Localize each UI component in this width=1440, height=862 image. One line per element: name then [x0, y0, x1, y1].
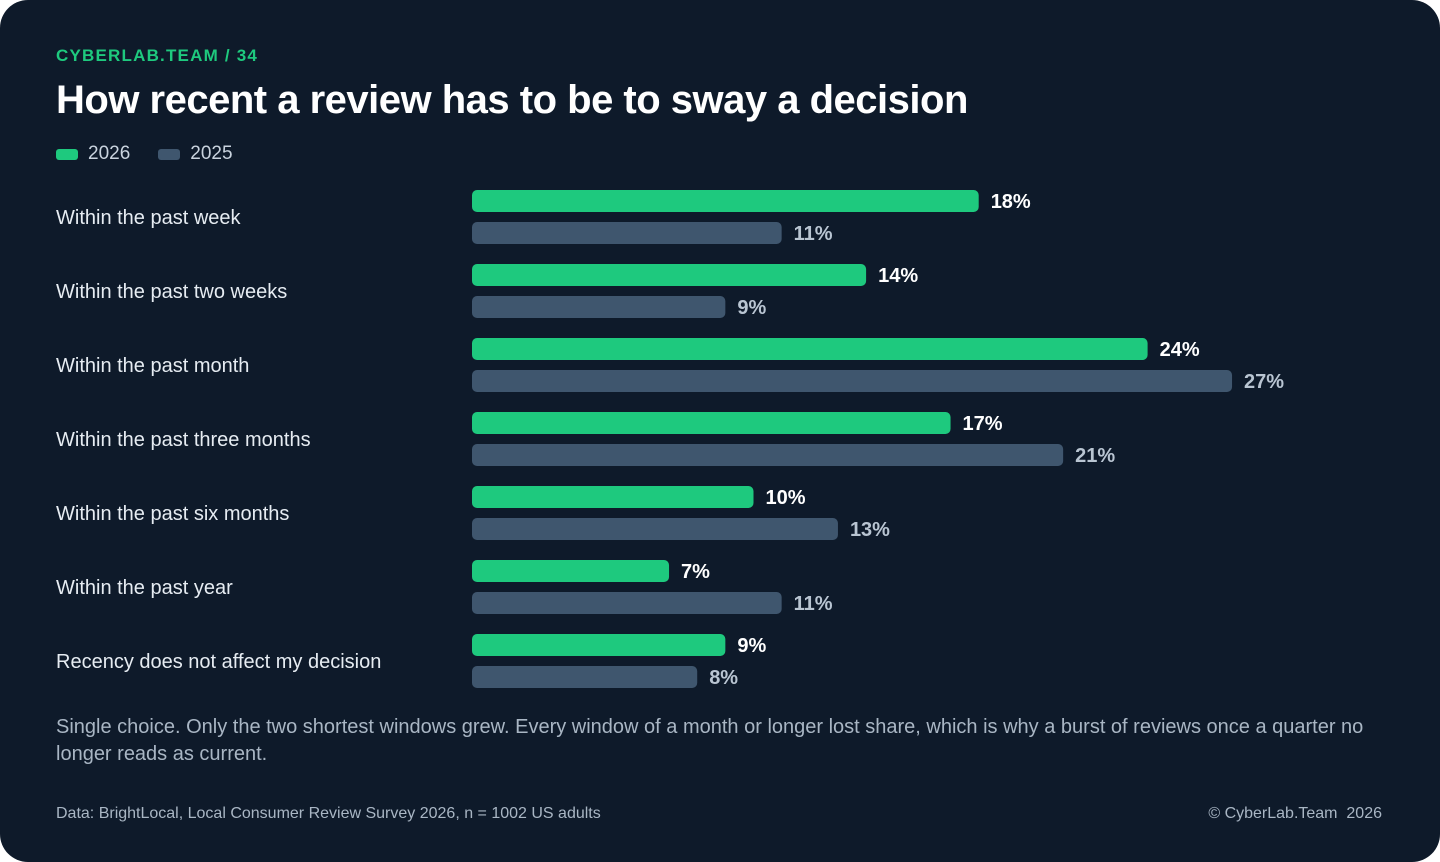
value-label-2025: 13%	[850, 519, 890, 541]
bar-group: Within the past six months 10% 13%	[56, 486, 890, 541]
bar-2026	[472, 190, 979, 212]
bar-2025	[472, 592, 782, 614]
bar-2026	[472, 412, 951, 434]
legend-swatch-2026	[56, 148, 78, 160]
bar-2025	[472, 666, 698, 688]
bar-2026	[472, 486, 754, 508]
bar-group: Within the past week 18% 11%	[56, 190, 1031, 245]
value-label-2025: 11%	[794, 593, 833, 615]
bar-group: Within the past year 7% 11%	[56, 560, 833, 615]
copyright-text: © CyberLab.Team 2026	[1208, 805, 1382, 822]
value-label-2025: 9%	[737, 297, 766, 319]
legend-label-2026: 2026	[88, 143, 131, 164]
value-label-2026: 10%	[766, 487, 806, 509]
legend-item-2025: 2025	[158, 143, 233, 165]
bar-2025	[472, 296, 726, 318]
category-label: Within the past two weeks	[56, 281, 287, 303]
value-label-2026: 17%	[963, 413, 1003, 435]
value-label-2025: 11%	[794, 223, 833, 245]
category-label: Within the past year	[56, 577, 233, 599]
bar-2025	[472, 518, 838, 540]
bar-group: Within the past month 24% 27%	[56, 338, 1284, 393]
value-label-2025: 8%	[709, 667, 738, 689]
bar-2025	[472, 444, 1064, 466]
value-label-2026: 18%	[991, 191, 1031, 213]
bar-group: Within the past two weeks 14% 9%	[56, 264, 918, 319]
bar-2026	[472, 634, 726, 656]
category-label: Within the past week	[56, 207, 242, 229]
value-label-2025: 27%	[1244, 371, 1284, 393]
bar-group: Within the past three months 17% 21%	[56, 412, 1115, 467]
value-label-2026: 7%	[681, 561, 710, 583]
bar-2026	[472, 264, 867, 286]
chart-note: Single choice. Only the two shortest win…	[56, 716, 1364, 765]
category-label: Recency does not affect my decision	[56, 651, 381, 673]
category-label: Within the past three months	[56, 429, 311, 451]
category-label: Within the past six months	[56, 503, 289, 525]
value-label-2026: 9%	[737, 635, 766, 657]
legend-item-2026: 2026	[56, 143, 130, 165]
bar-2025	[472, 222, 782, 244]
kicker: CYBERLAB.TEAM / 34	[56, 46, 259, 65]
legend: 2026 2025	[56, 143, 233, 165]
chart-title: How recent a review has to be to sway a …	[56, 78, 968, 122]
bar-group: Recency does not affect my decision 9% 8%	[56, 634, 766, 689]
value-label-2026: 24%	[1160, 339, 1200, 361]
bar-2026	[472, 560, 670, 582]
value-label-2025: 21%	[1075, 445, 1115, 467]
bar-2026	[472, 338, 1148, 360]
legend-swatch-2025	[158, 148, 181, 160]
value-label-2026: 14%	[878, 265, 918, 287]
source-text: Data: BrightLocal, Local Consumer Review…	[56, 805, 601, 822]
legend-label-2025: 2025	[190, 143, 233, 164]
bar-2025	[472, 370, 1233, 392]
category-label: Within the past month	[56, 355, 249, 377]
